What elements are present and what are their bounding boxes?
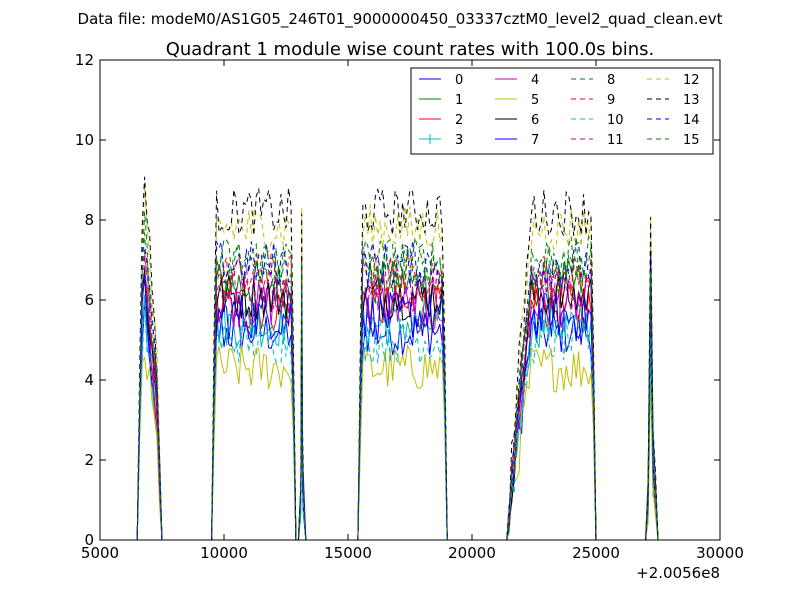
x-offset-label: +2.0056e8	[636, 564, 720, 582]
legend-label: 7	[531, 133, 539, 148]
legend-label: 3	[455, 133, 463, 148]
x-tick-label: 15000	[324, 544, 372, 562]
legend-label: 15	[683, 133, 700, 148]
series-line-12	[136, 187, 696, 541]
legend-label: 10	[607, 113, 624, 128]
legend-label: 12	[683, 73, 700, 88]
y-tick-label: 2	[84, 451, 94, 469]
legend-entry-8: 8	[571, 73, 615, 88]
legend-entry-7: 7	[495, 133, 539, 148]
series-layer	[136, 176, 696, 541]
series-line-9	[136, 252, 696, 541]
y-tick-label: 0	[84, 531, 94, 549]
legend-entry-2: 2	[419, 113, 463, 128]
legend-entry-5: 5	[495, 93, 539, 108]
series-line-7	[136, 273, 696, 541]
x-tick-label: 10000	[200, 544, 248, 562]
y-tick-label: 10	[75, 131, 94, 149]
y-tick-label: 4	[84, 371, 94, 389]
series-line-15	[136, 211, 696, 541]
legend-label: 4	[531, 73, 539, 88]
series-line-1	[136, 260, 696, 541]
legend-entry-15: 15	[647, 133, 700, 148]
legend-entry-9: 9	[571, 93, 615, 108]
series-line-5	[136, 344, 696, 541]
legend-entry-14: 14	[647, 113, 700, 128]
x-tick-label: 25000	[572, 544, 620, 562]
series-line-8	[136, 232, 696, 541]
chart-title: Quadrant 1 module wise count rates with …	[166, 39, 655, 60]
legend-box	[410, 67, 714, 155]
legend-entry-10: 10	[571, 113, 624, 128]
legend-label: 6	[531, 113, 539, 128]
legend-label: 11	[607, 133, 624, 148]
legend-entry-3: 3	[419, 133, 463, 148]
legend-entry-13: 13	[647, 93, 700, 108]
series-line-10	[136, 299, 696, 541]
legend-entry-0: 0	[419, 73, 463, 88]
legend-label: 14	[683, 113, 700, 128]
legend-label: 8	[607, 73, 615, 88]
legend-entry-12: 12	[647, 73, 700, 88]
series-line-14	[136, 240, 696, 541]
legend-label: 5	[531, 93, 539, 108]
legend-label: 2	[455, 113, 463, 128]
y-tick-label: 6	[84, 291, 94, 309]
legend-entry-1: 1	[419, 93, 463, 108]
legend-entry-6: 6	[495, 113, 539, 128]
x-tick-label: 30000	[696, 544, 744, 562]
legend-entry-4: 4	[495, 73, 539, 88]
legend-entry-11: 11	[571, 133, 624, 148]
legend-label: 0	[455, 73, 463, 88]
legend-label: 9	[607, 93, 615, 108]
x-tick-label: 20000	[448, 544, 496, 562]
y-tick-label: 8	[84, 211, 94, 229]
x-tick-label: 5000	[81, 544, 119, 562]
y-tick-label: 12	[75, 51, 94, 69]
legend-label: 1	[455, 93, 463, 108]
figure-suptitle: Data file: modeM0/AS1G05_246T01_90000004…	[78, 10, 723, 29]
legend-label: 13	[683, 93, 700, 108]
